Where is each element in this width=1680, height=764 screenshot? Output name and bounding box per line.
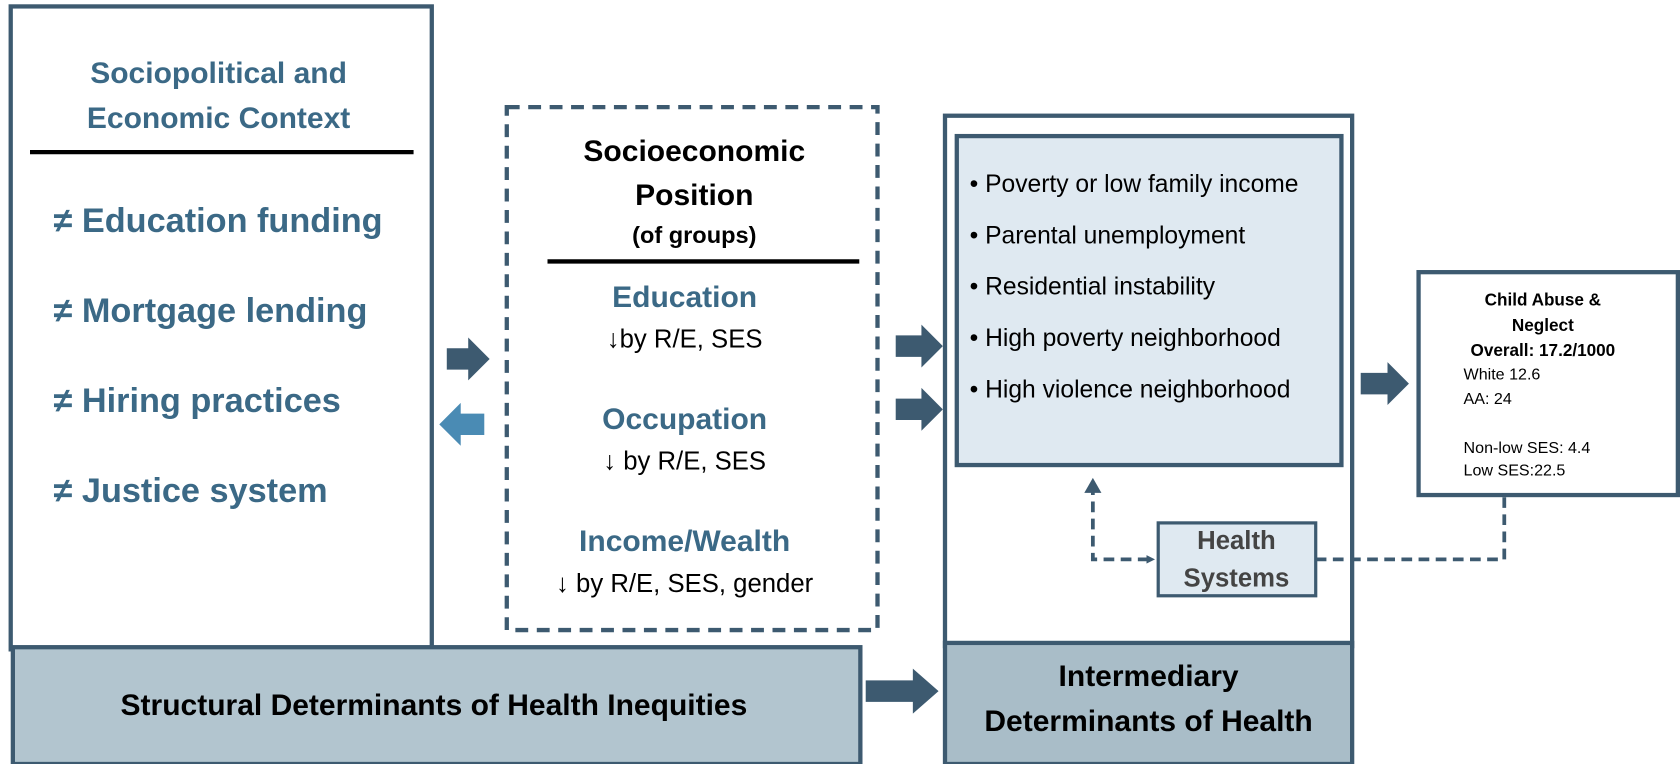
health-systems-label: Systems: [1184, 564, 1290, 592]
context-item: ≠ Mortgage lending: [54, 292, 368, 330]
arrow-head: [1084, 477, 1102, 493]
outcome-line: AA: 24: [1464, 390, 1512, 408]
sep-item-label: Occupation: [602, 403, 767, 436]
sep-subtitle: (of groups): [632, 222, 756, 248]
outcome-title: Overall: 17.2/1000: [1471, 340, 1616, 360]
health-systems-box: [1156, 521, 1318, 598]
intermediary-item: • Poverty or low family income: [970, 171, 1299, 198]
arrow-right: [895, 387, 943, 431]
dashed-arrow: [1315, 490, 1507, 562]
arrow-right: [865, 668, 939, 714]
arrow-right: [1360, 362, 1409, 406]
intermediary-label-box: [942, 640, 1355, 764]
arrow-right: [895, 324, 943, 368]
arrow-left: [439, 402, 485, 446]
outcome-box: [1416, 270, 1680, 498]
outcome-line: Non-low SES: 4.4: [1464, 439, 1591, 457]
intermediary-item: • Parental unemployment: [970, 222, 1246, 249]
structural-box: [10, 645, 863, 764]
sep-box: [504, 105, 880, 633]
structural-label: Structural Determinants of Health Inequi…: [121, 689, 748, 722]
sep-item-detail: ↓by R/E, SES: [607, 326, 763, 354]
outcome-line: Low SES:22.5: [1464, 462, 1566, 480]
outcome-title: Neglect: [1512, 315, 1574, 335]
intermediary-item: • Residential instability: [970, 274, 1216, 301]
intermediary-item: • High violence neighborhood: [970, 377, 1291, 404]
intermediary-label: Intermediary: [1059, 660, 1239, 693]
sep-title: Socioeconomic: [583, 135, 805, 168]
sep-title: Position: [635, 179, 753, 212]
sep-item-detail: ↓ by R/E, SES: [603, 448, 766, 476]
context-item: ≠ Education funding: [54, 202, 383, 240]
sep-item-detail: ↓ by R/E, SES, gender: [556, 570, 814, 598]
context-title: Sociopolitical and: [90, 57, 347, 90]
layer: [8, 4, 1680, 764]
context-item: ≠ Justice system: [54, 472, 328, 510]
intermediary-inner-box: [954, 133, 1344, 468]
context-box: [8, 4, 434, 652]
sep-item-label: Education: [612, 281, 757, 314]
sep-item-label: Income/Wealth: [579, 525, 790, 558]
intermediary-label: Determinants of Health: [984, 705, 1312, 738]
arrow-right: [446, 337, 490, 381]
outcome-line: White 12.6: [1464, 365, 1541, 383]
outcome-title: Child Abuse &: [1485, 290, 1601, 310]
intermediary-item: • High poverty neighborhood: [970, 325, 1281, 352]
context-title: Economic Context: [87, 102, 350, 135]
context-item: ≠ Hiring practices: [54, 382, 341, 420]
dashed-arrow: [1090, 484, 1156, 564]
health-systems-label: Health: [1197, 527, 1276, 555]
